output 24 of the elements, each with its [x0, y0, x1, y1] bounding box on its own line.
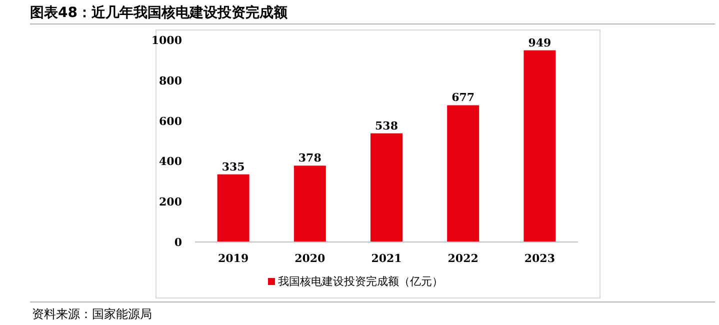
x-tick-label: 2021 [371, 252, 402, 265]
chart-title: 图表48：近几年我国核电建设投资完成额 [30, 4, 288, 21]
y-tick-label: 1000 [151, 34, 182, 47]
bar [447, 105, 480, 242]
data-label: 335 [222, 160, 245, 174]
y-tick-label: 800 [159, 74, 182, 88]
x-tick-label: 2020 [294, 252, 326, 265]
legend-label: 我国核电建设投资完成额（亿元） [278, 275, 443, 288]
x-tick-label: 2023 [524, 252, 556, 265]
data-label: 538 [375, 119, 398, 132]
data-label: 949 [528, 36, 552, 50]
bar [294, 166, 326, 242]
y-tick-label: 200 [159, 196, 182, 209]
bar [370, 133, 402, 242]
bar [524, 50, 556, 242]
y-tick-label: 400 [159, 155, 182, 168]
x-tick-label: 2019 [218, 252, 249, 265]
bar [217, 174, 250, 242]
data-label: 378 [298, 152, 322, 165]
y-tick-label: 0 [174, 236, 182, 249]
data-label: 677 [452, 91, 475, 104]
x-tick-label: 2022 [448, 252, 478, 265]
y-tick-label: 600 [159, 114, 182, 128]
text: 资料来源：国家能源局 [32, 307, 152, 321]
